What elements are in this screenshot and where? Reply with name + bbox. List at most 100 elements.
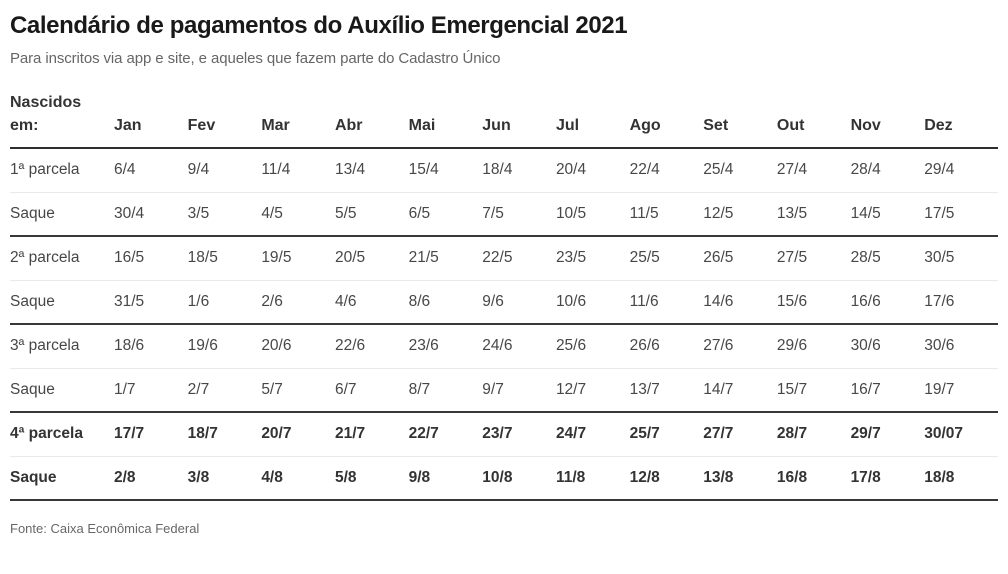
date-cell: 5/7 bbox=[261, 368, 335, 414]
date-cell: 18/5 bbox=[187, 236, 262, 281]
date-cell: 30/5 bbox=[924, 236, 998, 281]
date-cell: 27/7 bbox=[703, 412, 777, 457]
date-cell: 25/6 bbox=[555, 324, 630, 369]
date-cell: 30/4 bbox=[114, 192, 188, 238]
table-row: Saque 31/5 1/6 2/6 4/6 8/6 9/6 10/6 11/6 14/6 15/6… bbox=[10, 280, 998, 326]
row-label: 4ª parcela bbox=[10, 412, 114, 457]
row-label: 1ª parcela bbox=[10, 148, 114, 193]
date-cell: 11/8 bbox=[555, 456, 630, 502]
column-header-abr: Abr bbox=[334, 90, 409, 150]
date-cell: 28/5 bbox=[850, 236, 925, 281]
date-cell: 25/7 bbox=[629, 412, 704, 457]
column-header-ago: Ago bbox=[629, 90, 704, 150]
date-cell: 20/6 bbox=[261, 324, 335, 369]
column-header-jan: Jan bbox=[114, 90, 188, 150]
table-row: Saque 2/8 3/8 4/8 5/8 9/8 10/8 11/8 12/8 13/8 16/8… bbox=[10, 456, 998, 502]
date-cell: 11/4 bbox=[261, 148, 335, 193]
column-header-mar: Mar bbox=[261, 90, 335, 150]
date-cell: 11/6 bbox=[629, 280, 704, 326]
date-cell: 13/7 bbox=[629, 368, 704, 414]
date-cell: 21/5 bbox=[408, 236, 483, 281]
date-cell: 24/7 bbox=[555, 412, 630, 457]
table-row: Saque 30/4 3/5 4/5 5/5 6/5 7/5 10/5 11/5 12/5 13/5… bbox=[10, 192, 998, 238]
date-cell: 6/5 bbox=[408, 192, 483, 238]
date-cell: 31/5 bbox=[114, 280, 188, 326]
date-cell: 22/5 bbox=[482, 236, 556, 281]
date-cell: 15/7 bbox=[776, 368, 851, 414]
date-cell: 16/8 bbox=[776, 456, 851, 502]
date-cell: 12/8 bbox=[629, 456, 704, 502]
date-cell: 27/5 bbox=[776, 236, 851, 281]
date-cell: 10/5 bbox=[555, 192, 630, 238]
date-cell: 28/7 bbox=[776, 412, 851, 457]
date-cell: 29/7 bbox=[850, 412, 925, 457]
date-cell: 26/6 bbox=[629, 324, 704, 369]
date-cell: 22/7 bbox=[408, 412, 483, 457]
source-credit: Fonte: Caixa Econômica Federal bbox=[10, 521, 200, 537]
date-cell: 12/7 bbox=[555, 368, 630, 414]
date-cell: 8/7 bbox=[408, 368, 483, 414]
date-cell: 24/6 bbox=[482, 324, 556, 369]
date-cell: 29/4 bbox=[924, 148, 998, 193]
date-cell: 10/6 bbox=[555, 280, 630, 326]
date-cell: 4/5 bbox=[261, 192, 335, 238]
date-cell: 19/6 bbox=[187, 324, 262, 369]
column-header-dez: Dez bbox=[924, 90, 998, 150]
date-cell: 4/8 bbox=[261, 456, 335, 502]
date-cell: 5/8 bbox=[334, 456, 409, 502]
date-cell: 30/07 bbox=[924, 412, 998, 457]
date-cell: 14/6 bbox=[703, 280, 777, 326]
date-cell: 22/4 bbox=[629, 148, 704, 193]
payment-calendar-table: Nascidos em: Jan Fev Mar Abr Mai Jun Jul Ago Set… bbox=[10, 90, 998, 502]
date-cell: 18/6 bbox=[114, 324, 188, 369]
date-cell: 6/4 bbox=[114, 148, 188, 193]
date-cell: 18/7 bbox=[187, 412, 262, 457]
date-cell: 20/4 bbox=[555, 148, 630, 193]
row-header-label: Nascidos em: bbox=[10, 90, 114, 150]
table-header-row: Nascidos em: Jan Fev Mar Abr Mai Jun Jul Ago Set… bbox=[10, 90, 998, 150]
date-cell: 16/5 bbox=[114, 236, 188, 281]
page-title: Calendário de pagamentos do Auxílio Emer… bbox=[10, 12, 628, 39]
row-label: Saque bbox=[10, 280, 114, 326]
column-header-out: Out bbox=[776, 90, 851, 150]
table-row: Saque 1/7 2/7 5/7 6/7 8/7 9/7 12/7 13/7 14/7 15/7 1… bbox=[10, 368, 998, 414]
date-cell: 2/8 bbox=[114, 456, 188, 502]
date-cell: 19/5 bbox=[261, 236, 335, 281]
date-cell: 8/6 bbox=[408, 280, 483, 326]
date-cell: 23/5 bbox=[555, 236, 630, 281]
date-cell: 7/5 bbox=[482, 192, 556, 238]
infographic: Calendário de pagamentos do Auxílio Emer… bbox=[10, 12, 998, 537]
date-cell: 21/7 bbox=[334, 412, 409, 457]
row-label: 2ª parcela bbox=[10, 236, 114, 281]
date-cell: 17/6 bbox=[924, 280, 998, 326]
date-cell: 28/4 bbox=[850, 148, 925, 193]
date-cell: 22/6 bbox=[334, 324, 409, 369]
column-header-nov: Nov bbox=[850, 90, 925, 150]
table-row: 2ª parcela 16/5 18/5 19/5 20/5 21/5 22/5 23/5 25… bbox=[10, 236, 998, 281]
table-head: Nascidos em: Jan Fev Mar Abr Mai Jun Jul Ago Set… bbox=[10, 90, 998, 150]
date-cell: 26/5 bbox=[703, 236, 777, 281]
date-cell: 17/8 bbox=[850, 456, 925, 502]
row-label: 3ª parcela bbox=[10, 324, 114, 369]
date-cell: 13/8 bbox=[703, 456, 777, 502]
row-header-text: Nascidos em: bbox=[10, 93, 82, 134]
date-cell: 17/5 bbox=[924, 192, 998, 238]
date-cell: 3/5 bbox=[187, 192, 262, 238]
date-cell: 1/7 bbox=[114, 368, 188, 414]
date-cell: 23/7 bbox=[482, 412, 556, 457]
date-cell: 10/8 bbox=[482, 456, 556, 502]
date-cell: 12/5 bbox=[703, 192, 777, 238]
column-header-jul: Jul bbox=[555, 90, 630, 150]
date-cell: 9/7 bbox=[482, 368, 556, 414]
date-cell: 13/5 bbox=[776, 192, 851, 238]
row-label: Saque bbox=[10, 368, 114, 414]
row-label: Saque bbox=[10, 192, 114, 238]
date-cell: 14/5 bbox=[850, 192, 925, 238]
date-cell: 25/5 bbox=[629, 236, 704, 281]
date-cell: 29/6 bbox=[776, 324, 851, 369]
date-cell: 14/7 bbox=[703, 368, 777, 414]
column-header-fev: Fev bbox=[187, 90, 262, 150]
page-subtitle: Para inscritos via app e site, e aqueles… bbox=[10, 49, 501, 67]
date-cell: 30/6 bbox=[850, 324, 925, 369]
date-cell: 18/4 bbox=[482, 148, 556, 193]
